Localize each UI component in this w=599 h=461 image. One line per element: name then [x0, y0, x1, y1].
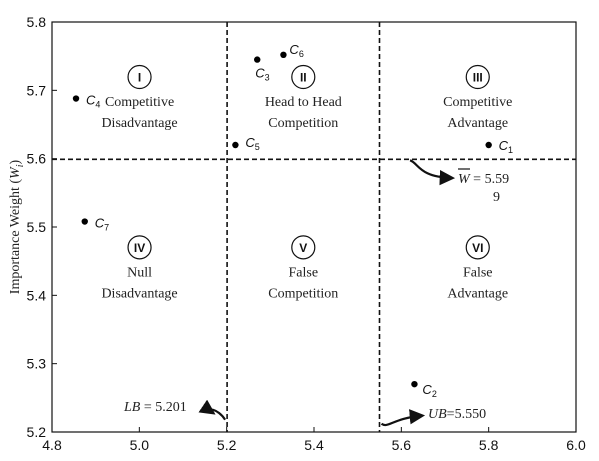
y-tick-label: 5.7	[27, 82, 47, 98]
point-c5: C5	[232, 135, 260, 152]
region-numeral: II	[300, 71, 307, 85]
region-label-line2: Competition	[268, 286, 338, 301]
region-numeral-circle	[127, 64, 152, 90]
x-tick-label: 5.4	[304, 437, 324, 453]
x-tick-label: 4.8	[42, 437, 62, 453]
point-label: C4	[86, 93, 100, 110]
region-numeral-circle	[465, 235, 490, 260]
point-c4: C4	[72, 93, 100, 110]
region-label-line1: False	[463, 265, 493, 280]
region-numeral: I	[138, 71, 141, 85]
region-numeral-circle	[291, 235, 316, 260]
y-tick-label: 5.4	[27, 287, 47, 303]
y-axis-label: Importance Weight (Wi)	[8, 159, 26, 294]
region-label-line2: Disadvantage	[101, 286, 177, 301]
data-point	[72, 95, 80, 102]
region-label-line1: Head to Head	[265, 95, 342, 110]
region-label-line2: Competition	[268, 116, 338, 131]
region-numeral-circle	[465, 64, 490, 90]
region-ii: II Head to Head Competition	[265, 64, 342, 131]
point-label: C5	[245, 135, 259, 152]
y-tick-label: 5.5	[27, 219, 47, 235]
region-numeral: V	[299, 241, 307, 255]
region-numeral: VI	[472, 241, 483, 255]
data-point	[485, 141, 492, 149]
w-bar-arrow	[409, 159, 456, 186]
x-tick-label: 5.0	[130, 437, 150, 453]
y-tick-label: 5.6	[27, 151, 47, 167]
ub-annotation: UB=5.550	[428, 407, 486, 422]
w-bar-annotation: W = 5.59	[458, 172, 509, 187]
data-point	[280, 51, 287, 58]
region-label-line2: Disadvantage	[101, 116, 177, 131]
data-point	[411, 380, 418, 388]
x-tick-label: 5.2	[217, 437, 237, 453]
lb-arrow	[198, 399, 227, 421]
y-tick-label: 5.8	[27, 14, 47, 30]
x-tick-label: 5.6	[392, 437, 412, 453]
region-numeral: IV	[134, 241, 145, 255]
region-iii: III Competitive Advantage	[443, 64, 512, 131]
region-numeral: III	[473, 71, 483, 85]
ub-arrow	[380, 409, 426, 427]
lb-annotation: LB = 5.201	[123, 400, 187, 415]
region-i: I Competitive Disadvantage	[101, 64, 178, 131]
w-bar-annotation-cont: 9	[493, 190, 500, 205]
point-label: C7	[95, 216, 109, 233]
point-c1: C1	[485, 138, 513, 155]
point-label: C2	[422, 382, 436, 399]
point-c2: C2	[411, 380, 437, 399]
y-tick-label: 5.2	[27, 424, 47, 440]
region-numeral-circle	[127, 235, 152, 260]
region-label-line1: False	[289, 265, 319, 280]
region-vi: VI False Advantage	[447, 235, 508, 301]
x-tick-label: 6.0	[566, 437, 586, 453]
region-iv: IV Null Disadvantage	[101, 235, 178, 301]
point-c6: C6	[280, 42, 304, 59]
data-point	[81, 218, 88, 225]
point-c3: C3	[254, 56, 270, 83]
point-c7: C7	[81, 216, 109, 233]
data-point	[254, 56, 261, 63]
region-label-line1: Competitive	[443, 95, 512, 110]
region-v: V False Competition	[268, 235, 338, 301]
x-tick-label: 5.8	[479, 437, 499, 453]
point-label: C6	[289, 42, 303, 59]
point-label: C1	[499, 138, 513, 155]
y-tick-label: 5.3	[27, 356, 47, 372]
region-label-line2: Advantage	[447, 286, 508, 301]
region-label-line2: Advantage	[447, 116, 508, 131]
point-label: C3	[255, 66, 269, 83]
region-label-line1: Null	[127, 265, 152, 280]
region-numeral-circle	[291, 64, 316, 90]
data-point	[232, 141, 239, 149]
region-label-line1: Competitive	[105, 95, 174, 110]
